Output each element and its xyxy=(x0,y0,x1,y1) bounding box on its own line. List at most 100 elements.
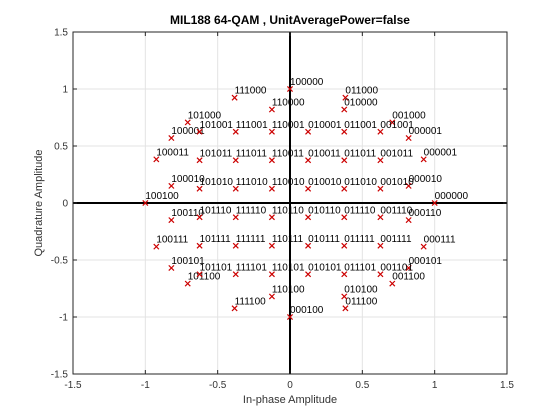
point-label: 111101 xyxy=(236,262,268,273)
point-marker xyxy=(196,157,203,164)
point-label: 101000 xyxy=(188,110,222,121)
point-label: 000001 xyxy=(409,126,443,137)
y-tick-label: 0 xyxy=(62,199,68,210)
point-marker xyxy=(232,271,239,278)
point-marker xyxy=(305,128,312,135)
point-marker xyxy=(377,157,384,164)
point-marker xyxy=(377,271,384,278)
constellation-point: 001010 xyxy=(377,177,414,192)
constellation-point: 111101 xyxy=(232,262,268,278)
point-marker xyxy=(231,94,238,101)
x-tick-label: -1.5 xyxy=(64,380,82,391)
point-label: 011110 xyxy=(344,205,376,216)
point-marker xyxy=(305,185,312,192)
constellation-points: 000000 000001 001000 011000 100000 111000 1010… xyxy=(142,77,468,321)
point-label: 100111 xyxy=(156,235,188,246)
point-marker xyxy=(268,185,275,192)
point-label: 100011 xyxy=(156,147,189,158)
point-marker xyxy=(405,182,412,189)
point-marker xyxy=(153,243,160,250)
point-label: 111110 xyxy=(236,205,267,216)
point-marker xyxy=(286,313,294,321)
point-label: 101100 xyxy=(188,272,221,283)
point-marker xyxy=(196,242,203,249)
point-label: 100010 xyxy=(171,174,205,185)
constellation-point: 101010 xyxy=(196,177,234,192)
y-tick-label: 1.5 xyxy=(54,28,68,39)
constellation-point: 011010 xyxy=(341,177,377,192)
constellation-point: 111111 xyxy=(232,234,266,249)
constellation-point: 000000 xyxy=(431,191,468,207)
constellation-point: 000001 xyxy=(420,147,457,163)
point-marker xyxy=(389,280,396,287)
point-marker xyxy=(305,214,312,221)
point-marker xyxy=(232,128,239,135)
point-marker xyxy=(341,271,348,278)
constellation-point: 000101 xyxy=(405,256,443,272)
constellation-point: 000100 xyxy=(286,305,324,321)
point-label: 010011 xyxy=(308,148,341,159)
point-marker xyxy=(196,214,203,221)
constellation-point: 000001 xyxy=(405,126,443,142)
point-label: 001001 xyxy=(380,120,414,131)
point-marker xyxy=(377,242,384,249)
point-marker xyxy=(268,128,275,135)
constellation-point: 100011 xyxy=(153,147,189,163)
point-label: 110101 xyxy=(272,262,305,273)
constellation-point: 110111 xyxy=(268,234,304,249)
point-label: 000110 xyxy=(409,208,442,219)
constellation-point: 101001 xyxy=(196,120,233,135)
constellation-point: 010100 xyxy=(341,284,378,300)
point-label: 100001 xyxy=(171,126,205,137)
point-label: 010111 xyxy=(308,234,340,245)
point-label: 001000 xyxy=(392,110,426,121)
point-label: 011000 xyxy=(345,86,378,97)
x-tick-label: 0.5 xyxy=(355,380,369,391)
point-label: 101010 xyxy=(200,177,234,188)
constellation-point: 010000 xyxy=(341,98,378,113)
point-label: 000101 xyxy=(409,256,443,267)
x-tick-label: 1.5 xyxy=(500,380,514,391)
point-marker xyxy=(231,305,238,312)
point-marker xyxy=(341,293,348,300)
constellation-point: 100111 xyxy=(153,235,189,250)
point-label: 001110 xyxy=(380,205,412,216)
point-marker xyxy=(196,185,203,192)
point-marker xyxy=(431,199,438,207)
constellation-point: 110100 xyxy=(268,284,305,300)
constellation-point: 111110 xyxy=(232,205,267,221)
constellation-point: 011100 xyxy=(342,296,378,312)
point-label: 001101 xyxy=(380,262,413,273)
constellation-point: 010110 xyxy=(305,205,341,221)
constellation-point: 110110 xyxy=(268,205,304,221)
point-marker xyxy=(184,280,191,287)
point-label: 110100 xyxy=(272,284,305,295)
point-label: 010001 xyxy=(308,120,342,131)
point-label: 111010 xyxy=(236,177,268,188)
constellation-point: 001111 xyxy=(377,234,412,249)
point-label: 100100 xyxy=(145,191,179,202)
constellation-point: 011101 xyxy=(341,262,377,278)
point-marker xyxy=(268,157,275,164)
constellation-point: 111000 xyxy=(231,86,267,101)
y-tick-label: 1 xyxy=(62,85,68,96)
point-label: 011111 xyxy=(344,234,375,245)
point-label: 100000 xyxy=(290,77,324,88)
point-label: 001111 xyxy=(380,234,412,245)
constellation-point: 110011 xyxy=(268,148,304,164)
y-axis-label: Quadrature Amplitude xyxy=(33,149,45,256)
constellation-point: 101110 xyxy=(196,205,232,221)
point-marker xyxy=(168,182,175,189)
point-label: 111011 xyxy=(236,148,268,159)
constellation-point: 000110 xyxy=(405,208,442,224)
point-marker xyxy=(268,214,275,221)
point-marker xyxy=(341,106,348,113)
point-label: 110110 xyxy=(272,205,304,216)
y-tick-label: 0.5 xyxy=(54,142,68,153)
point-marker xyxy=(153,156,160,163)
point-label: 101101 xyxy=(200,262,233,273)
constellation-point: 101011 xyxy=(196,148,233,164)
point-label: 001100 xyxy=(392,272,425,283)
point-label: 110111 xyxy=(272,234,304,245)
